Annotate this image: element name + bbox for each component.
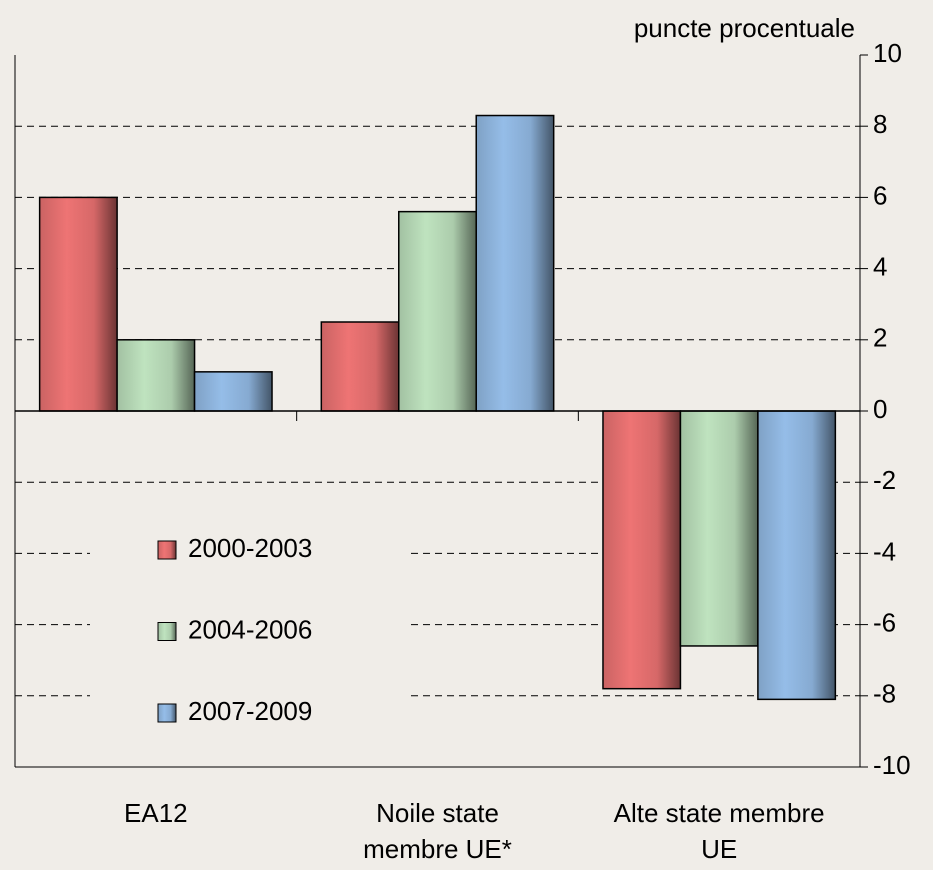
bar	[475, 114, 555, 412]
y-tick-label: -10	[873, 750, 911, 780]
bar	[320, 321, 400, 412]
bar	[116, 339, 196, 412]
y-tick-label: -4	[873, 536, 896, 566]
y-tick-label: 2	[873, 323, 887, 353]
legend-label: 2004-2006	[188, 614, 312, 644]
y-tick-label: -2	[873, 465, 896, 495]
legend-label: 2007-2009	[188, 696, 312, 726]
legend-swatch	[157, 703, 177, 723]
legend-swatch	[157, 622, 177, 641]
legend-swatch	[157, 540, 177, 560]
legend-label: 2000-2003	[188, 533, 312, 563]
y-tick-label: 4	[873, 251, 887, 281]
bar	[38, 196, 118, 412]
legend-box	[90, 515, 410, 745]
x-tick-label: EA12	[124, 798, 188, 828]
bar	[602, 410, 682, 690]
x-tick-label: Noile state membre UE*	[363, 798, 512, 864]
x-tick-label: Alte state membre UE	[613, 798, 825, 864]
y-tick-label: 6	[873, 180, 887, 210]
y-tick-label: -6	[873, 607, 896, 637]
y-tick-label: 10	[873, 38, 902, 68]
bar	[398, 210, 477, 412]
bar	[757, 410, 837, 701]
y-tick-label: -8	[873, 679, 896, 709]
y-tick-label: 8	[873, 109, 887, 139]
y-tick-label: 0	[873, 394, 887, 424]
y-axis-label: puncte procentuale	[634, 13, 855, 43]
bar	[193, 371, 273, 412]
bar	[679, 410, 759, 647]
